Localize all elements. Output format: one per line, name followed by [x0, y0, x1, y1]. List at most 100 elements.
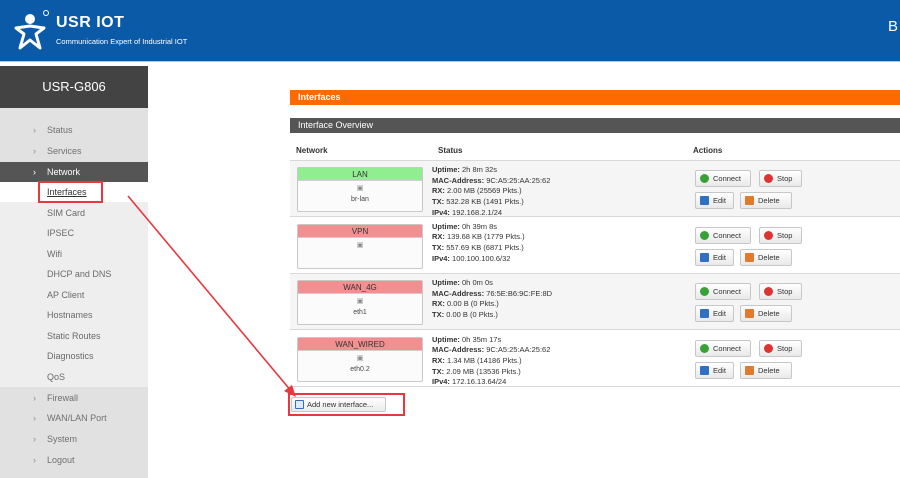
sidebar-item-dhcp-and-dns[interactable]: DHCP and DNS — [0, 264, 148, 284]
status-label: TX: — [432, 310, 445, 320]
status-line-ipv4: IPv4: 100.100.100.6/32 — [432, 254, 525, 265]
interface-row-lan: LAN ▣ br-lan Uptime: 2h 8m 32s MAC-Address: … — [290, 161, 900, 217]
delete-button[interactable]: Delete — [740, 361, 792, 379]
sidebar-item-sim-card[interactable]: SIM Card — [0, 203, 148, 223]
logo-icon — [14, 14, 46, 50]
sidebar-item-hostnames[interactable]: Hostnames — [0, 305, 148, 325]
interface-device: eth0.2 — [350, 365, 370, 373]
delete-label: Delete — [758, 365, 780, 375]
connect-button[interactable]: Connect — [695, 283, 751, 300]
connect-label: Connect — [713, 343, 741, 353]
delete-button[interactable]: Delete — [740, 192, 792, 209]
interface-status: Uptime: 0h 39m 8s RX: 139.68 KB (1779 Pkt… — [432, 222, 525, 265]
chevron-right-icon: › — [33, 393, 36, 403]
page-title: Interfaces — [290, 90, 900, 105]
add-icon — [295, 400, 304, 409]
connect-button[interactable]: Connect — [695, 339, 751, 357]
sidebar-item-services[interactable]: › Services — [0, 141, 148, 161]
sidebar-item-label: Static Routes — [47, 331, 101, 341]
status-label: TX: — [432, 197, 445, 207]
status-label: MAC-Address: — [432, 288, 485, 298]
chevron-right-icon: › — [33, 125, 36, 135]
sidebar-item-status[interactable]: › Status — [0, 120, 148, 140]
status-line-tx: TX: 557.69 KB (6871 Pkts.) — [432, 243, 525, 254]
brand-tagline: Communication Expert of Industrial IOT — [56, 37, 188, 46]
delete-button[interactable]: Delete — [740, 248, 792, 266]
sidebar-item-label: WAN/LAN Port — [47, 413, 107, 423]
edit-button[interactable]: Edit — [695, 248, 734, 266]
sidebar-item-label: Interfaces — [47, 187, 87, 197]
stop-button[interactable]: Stop — [759, 170, 802, 187]
sidebar-item-interfaces[interactable]: Interfaces — [0, 182, 148, 202]
connect-button[interactable]: Connect — [695, 170, 751, 187]
sidebar-item-wifi[interactable]: Wifi — [0, 244, 148, 264]
status-value: 172.16.13.64/24 — [452, 377, 507, 387]
status-line-rx: RX: 0.00 B (0 Pkts.) — [432, 299, 552, 310]
delete-icon — [745, 196, 754, 205]
edit-icon — [700, 309, 709, 318]
annotation-highlight-interfaces — [38, 181, 103, 203]
status-line-tx: TX: 0.00 B (0 Pkts.) — [432, 310, 552, 321]
sidebar-item-label: Diagnostics — [47, 351, 94, 361]
delete-label: Delete — [758, 309, 780, 318]
status-value: 0.00 B (0 Pkts.) — [446, 310, 498, 320]
sidebar-item-wan-lan-port[interactable]: › WAN/LAN Port — [0, 408, 148, 428]
delete-label: Delete — [758, 252, 780, 262]
sidebar-item-network[interactable]: › Network — [0, 162, 148, 182]
sidebar-item-qos[interactable]: QoS — [0, 367, 148, 387]
edit-icon — [700, 365, 709, 375]
sidebar-item-ipsec[interactable]: IPSEC — [0, 223, 148, 243]
column-header-actions: Actions — [693, 146, 723, 155]
interface-name: LAN — [298, 168, 422, 181]
stop-button[interactable]: Stop — [759, 226, 802, 244]
status-label: Uptime: — [432, 221, 460, 231]
sidebar-item-label: IPSEC — [47, 228, 75, 238]
sidebar-item-label: Status — [47, 125, 73, 135]
status-value: 0h 0m 0s — [462, 278, 493, 287]
status-line-mac: MAC-Address: 9C:A5:25:AA:25:62 — [432, 176, 550, 187]
edit-label: Edit — [713, 365, 726, 375]
sidebar-item-label: System — [47, 434, 78, 444]
add-interface-button[interactable]: Add new interface... — [291, 397, 386, 412]
sidebar-item-system[interactable]: › System — [0, 429, 148, 449]
connect-icon — [700, 343, 709, 353]
delete-button[interactable]: Delete — [740, 305, 792, 322]
table-header: Network Status Actions — [290, 140, 900, 161]
status-line-mac: MAC-Address: 76:5E:B6:9C:FE:8D — [432, 289, 552, 300]
stop-button[interactable]: Stop — [759, 283, 802, 300]
registered-mark-icon — [43, 10, 49, 16]
status-value: 100.100.100.6/32 — [452, 253, 511, 263]
status-value: 1.34 MB (14186 Pkts.) — [447, 355, 522, 365]
stop-button[interactable]: Stop — [759, 339, 802, 357]
edit-button[interactable]: Edit — [695, 361, 734, 379]
status-value: 2.00 MB (25569 Pkts.) — [447, 186, 522, 196]
sidebar-item-logout[interactable]: › Logout — [0, 450, 148, 470]
status-line-ipv4: IPv4: 192.168.2.1/24 — [432, 208, 550, 219]
connect-button[interactable]: Connect — [695, 226, 751, 244]
sidebar-item-label: Logout — [47, 455, 75, 465]
chevron-right-icon: › — [33, 167, 36, 177]
sidebar-item-ap-client[interactable]: AP Client — [0, 285, 148, 305]
sidebar-item-static-routes[interactable]: Static Routes — [0, 326, 148, 346]
sidebar-item-diagnostics[interactable]: Diagnostics — [0, 346, 148, 366]
interface-device: br-lan — [351, 196, 369, 203]
chevron-right-icon: › — [33, 146, 36, 156]
interface-badge: VPN ▣ — [297, 223, 423, 269]
sidebar-item-label: DHCP and DNS — [47, 269, 112, 279]
status-value: 0.00 B (0 Pkts.) — [447, 299, 499, 309]
status-label: TX: — [432, 242, 445, 252]
status-value: 2.09 MB (13536 Pkts.) — [446, 366, 521, 376]
interface-badge: LAN ▣ br-lan — [297, 167, 423, 212]
connect-icon — [700, 287, 709, 296]
interface-badge: WAN_WIRED ▣ eth0.2 — [297, 336, 423, 382]
sidebar-item-firewall[interactable]: › Firewall — [0, 388, 148, 408]
edit-button[interactable]: Edit — [695, 305, 734, 322]
header-right-text: B — [888, 18, 899, 35]
column-header-network: Network — [296, 146, 328, 155]
status-value: 76:5E:B6:9C:FE:8D — [486, 288, 553, 298]
connect-icon — [700, 174, 709, 183]
edit-button[interactable]: Edit — [695, 192, 734, 209]
status-label: Uptime: — [432, 334, 460, 344]
status-value: 139.68 KB (1779 Pkts.) — [447, 232, 525, 242]
